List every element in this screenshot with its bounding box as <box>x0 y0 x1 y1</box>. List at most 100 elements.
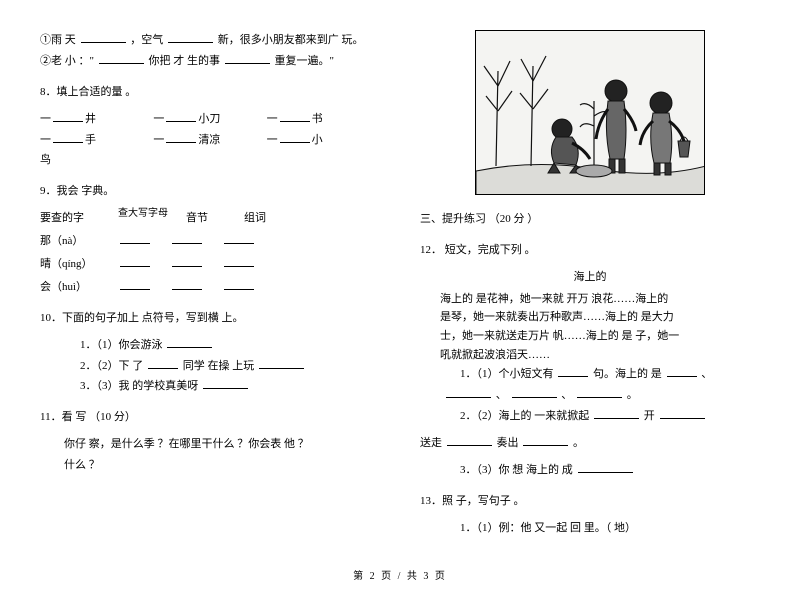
passage-line: 士，她一来就送走万片 帆……海上的 是 子，她一 <box>440 327 760 346</box>
text: 2．（2）下 了 <box>80 360 143 372</box>
blank[interactable] <box>280 131 310 143</box>
text: 新，很多小朋友都来到广 玩。 <box>218 34 364 46</box>
th: 查大写字母 <box>118 208 168 229</box>
blank[interactable] <box>166 131 196 143</box>
blank[interactable] <box>172 255 202 267</box>
th: 要查的字 <box>40 208 100 229</box>
dict-char: 会（huì） <box>40 277 100 298</box>
q12-item: 2．（2）海上的 一来就掀起 开 <box>420 406 760 427</box>
measure-row-2: 一手 一清凉 一小 <box>40 130 380 151</box>
question-12: 12． 短文，完成下列 。 <box>420 240 760 261</box>
dict-char: 那（nà） <box>40 231 100 252</box>
text: 重复一遍。" <box>275 55 335 67</box>
line-1: ①雨 天 ，空气 新，很多小朋友都来到广 玩。 <box>40 30 380 51</box>
blank[interactable] <box>167 336 212 348</box>
blank[interactable] <box>224 278 254 290</box>
blank[interactable] <box>203 377 248 389</box>
passage-line: 海上的 是花神，她一来就 开万 浪花……海上的 <box>440 290 760 309</box>
text: 句。海上的 是 <box>593 368 662 380</box>
text: 一 <box>40 134 51 146</box>
blank[interactable] <box>523 434 568 446</box>
q10-item: 1．（1）你会游泳 <box>40 335 380 356</box>
text: 清凉 <box>198 134 220 146</box>
text: 你把 才 生的事 <box>149 55 221 67</box>
question-13: 13．照 子，写句子 。 <box>420 491 760 512</box>
blank[interactable] <box>120 232 150 244</box>
blank[interactable] <box>81 31 126 43</box>
line-2: ②老 小 ：" 你把 才 生的事 重复一遍。" <box>40 51 380 72</box>
q11-text: 你仔 察，是什么季 ？在哪里干什么 ？你会表 他 ？ <box>40 434 380 455</box>
blank[interactable] <box>512 386 557 398</box>
text: 一 <box>153 134 164 146</box>
text: 1．（1）个小短文有 <box>460 368 554 380</box>
blank[interactable] <box>53 131 83 143</box>
blank[interactable] <box>578 461 633 473</box>
dict-row: 那（nà） <box>40 231 380 252</box>
blank[interactable] <box>120 278 150 290</box>
blank[interactable] <box>224 232 254 244</box>
question-11: 11．看 写 （10 分） <box>40 407 380 428</box>
dict-row: 会（huì） <box>40 277 380 298</box>
blank[interactable] <box>259 357 304 369</box>
question-8: 8．填上合适的量 。 <box>40 82 380 103</box>
measure-row-1: 一 井 一 小刀 一 书 <box>40 109 380 130</box>
passage-title: 海上的 <box>420 267 760 288</box>
measure-row-3: 鸟 <box>40 150 380 171</box>
planting-illustration-svg <box>476 31 705 195</box>
blank[interactable] <box>172 278 202 290</box>
blank[interactable] <box>224 255 254 267</box>
question-10: 10．下面的句子加上 点符号，写到横 上。 <box>40 308 380 329</box>
blank[interactable] <box>577 386 622 398</box>
text: 3．（3）我 的学校真美呀 <box>80 380 198 392</box>
section-3-title: 三、提升练习 （20 分 ） <box>420 209 760 230</box>
text: 2．（2）海上的 一来就掀起 <box>460 410 589 422</box>
text: 井 <box>85 113 96 125</box>
text: 书 <box>312 113 323 125</box>
text: ①雨 天 <box>40 34 76 46</box>
blank[interactable] <box>280 110 310 122</box>
blank[interactable] <box>168 31 213 43</box>
text: 一 <box>267 113 278 125</box>
text: 一 <box>153 113 164 125</box>
q13-item: 1．（1）例：他 又一起 回 里。（ 地） <box>420 518 760 539</box>
text: 小刀 <box>198 113 220 125</box>
text: 3．（3）你 想 海上的 成 <box>460 464 573 476</box>
blank[interactable] <box>594 407 639 419</box>
blank[interactable] <box>148 357 178 369</box>
q12-item-cont: 、 、 。 <box>420 385 760 406</box>
dict-row: 晴（qíng） <box>40 254 380 275</box>
text: 开 <box>644 410 655 422</box>
text: 奏出 <box>497 437 519 449</box>
blank[interactable] <box>172 232 202 244</box>
text: 同学 在操 上玩 <box>183 360 255 372</box>
text: 、 <box>496 389 507 401</box>
q12-item: 3．（3）你 想 海上的 成 <box>420 460 760 481</box>
blank[interactable] <box>120 255 150 267</box>
question-9: 9．我会 字典。 <box>40 181 380 202</box>
q12-item: 1．（1）个小短文有 句。海上的 是 、 <box>420 364 760 385</box>
blank[interactable] <box>225 52 270 64</box>
text: ，空气 <box>130 34 163 46</box>
blank[interactable] <box>558 365 588 377</box>
blank[interactable] <box>99 52 144 64</box>
passage-line: 是琴，她一来就奏出万种歌声……海上的 是大力 <box>440 308 760 327</box>
text: 一 <box>40 113 51 125</box>
blank[interactable] <box>667 365 697 377</box>
text: 、 <box>701 368 712 380</box>
blank[interactable] <box>53 110 83 122</box>
blank[interactable] <box>446 386 491 398</box>
blank[interactable] <box>660 407 705 419</box>
text: 手 <box>85 134 96 146</box>
passage-line: 吼就掀起波浪滔天…… <box>440 346 760 365</box>
text: ②老 小 ：" <box>40 55 94 67</box>
blank[interactable] <box>166 110 196 122</box>
q12-item: 送走 奏出 。 <box>420 433 760 454</box>
left-column: ①雨 天 ，空气 新，很多小朋友都来到广 玩。 ②老 小 ：" 你把 才 生的事… <box>40 30 380 550</box>
text: 。 <box>573 437 584 449</box>
blank[interactable] <box>447 434 492 446</box>
q10-item: 2．（2）下 了 同学 在操 上玩 <box>40 356 380 377</box>
page-footer: 第 2 页 / 共 3 页 <box>0 567 800 582</box>
text: 1．（1）你会游泳 <box>80 339 163 351</box>
right-column: 三、提升练习 （20 分 ） 12． 短文，完成下列 。 海上的 海上的 是花神… <box>420 30 760 550</box>
text: 一 <box>267 134 278 146</box>
